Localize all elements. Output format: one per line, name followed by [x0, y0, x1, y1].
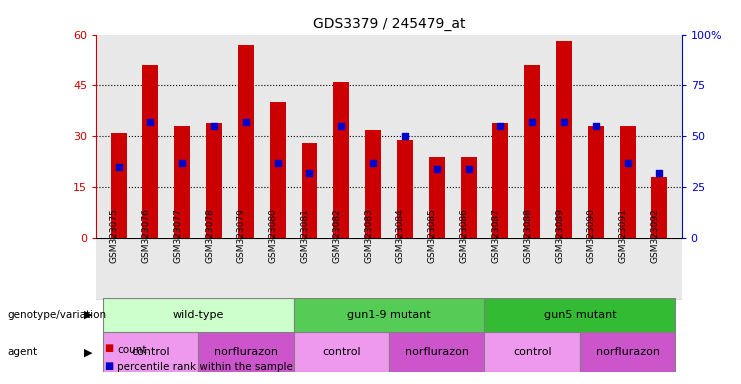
Point [176, 160, 188, 166]
Point [431, 166, 442, 172]
Point [399, 133, 411, 139]
Bar [174, 126, 190, 238]
Text: GDS3379 / 245479_at: GDS3379 / 245479_at [313, 17, 465, 31]
Text: ▶: ▶ [84, 310, 93, 320]
Bar [485, 332, 580, 372]
Bar [103, 332, 198, 372]
Bar [651, 177, 668, 238]
Text: control: control [513, 347, 551, 358]
Text: percentile rank within the sample: percentile rank within the sample [117, 362, 293, 372]
Text: genotype/variation: genotype/variation [7, 310, 107, 320]
Point [494, 123, 506, 129]
Bar [429, 157, 445, 238]
Point [654, 170, 665, 176]
Point [144, 119, 156, 125]
Text: norflurazon: norflurazon [405, 347, 469, 358]
Point [590, 123, 602, 129]
Point [240, 119, 252, 125]
Bar [461, 157, 476, 238]
Bar [580, 332, 675, 372]
Point [622, 160, 634, 166]
Text: wild-type: wild-type [173, 310, 224, 320]
Text: norflurazon: norflurazon [596, 347, 659, 358]
Bar [397, 140, 413, 238]
Bar [198, 332, 293, 372]
Bar [556, 41, 572, 238]
Bar [365, 129, 381, 238]
Bar [588, 126, 604, 238]
Bar [238, 45, 254, 238]
Text: gun5 mutant: gun5 mutant [544, 310, 617, 320]
Point [113, 164, 124, 170]
Point [208, 123, 220, 129]
Bar [302, 143, 317, 238]
Bar [142, 65, 159, 238]
Point [272, 160, 284, 166]
Bar [619, 126, 636, 238]
Text: gun1-9 mutant: gun1-9 mutant [347, 310, 431, 320]
Bar [493, 123, 508, 238]
Text: control: control [322, 347, 361, 358]
Bar [389, 332, 485, 372]
Bar [333, 82, 349, 238]
Text: norflurazon: norflurazon [214, 347, 278, 358]
Text: ■: ■ [104, 343, 113, 353]
Point [304, 170, 316, 176]
Bar [485, 298, 675, 332]
Text: agent: agent [7, 347, 38, 358]
Point [526, 119, 538, 125]
Point [368, 160, 379, 166]
Bar [110, 133, 127, 238]
Bar [293, 332, 389, 372]
Text: ▶: ▶ [84, 347, 93, 358]
Point [336, 123, 348, 129]
Text: count: count [117, 345, 147, 355]
Bar [293, 298, 485, 332]
Bar [270, 103, 285, 238]
Point [558, 119, 570, 125]
Point [462, 166, 474, 172]
Text: control: control [131, 347, 170, 358]
Bar [206, 123, 222, 238]
Text: ■: ■ [104, 361, 113, 371]
Bar [524, 65, 540, 238]
Bar [103, 298, 293, 332]
